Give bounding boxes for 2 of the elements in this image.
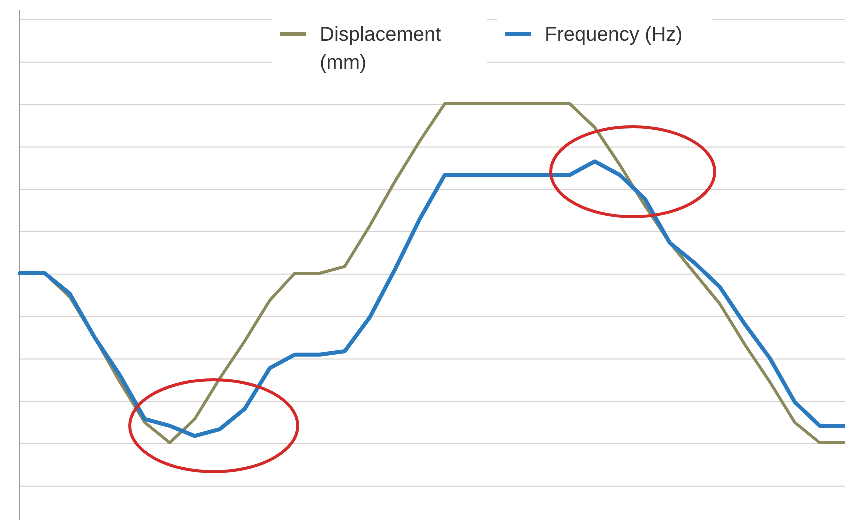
- legend-label: Frequency (Hz): [545, 24, 683, 46]
- legend-label: Displacement (mm): [320, 24, 442, 74]
